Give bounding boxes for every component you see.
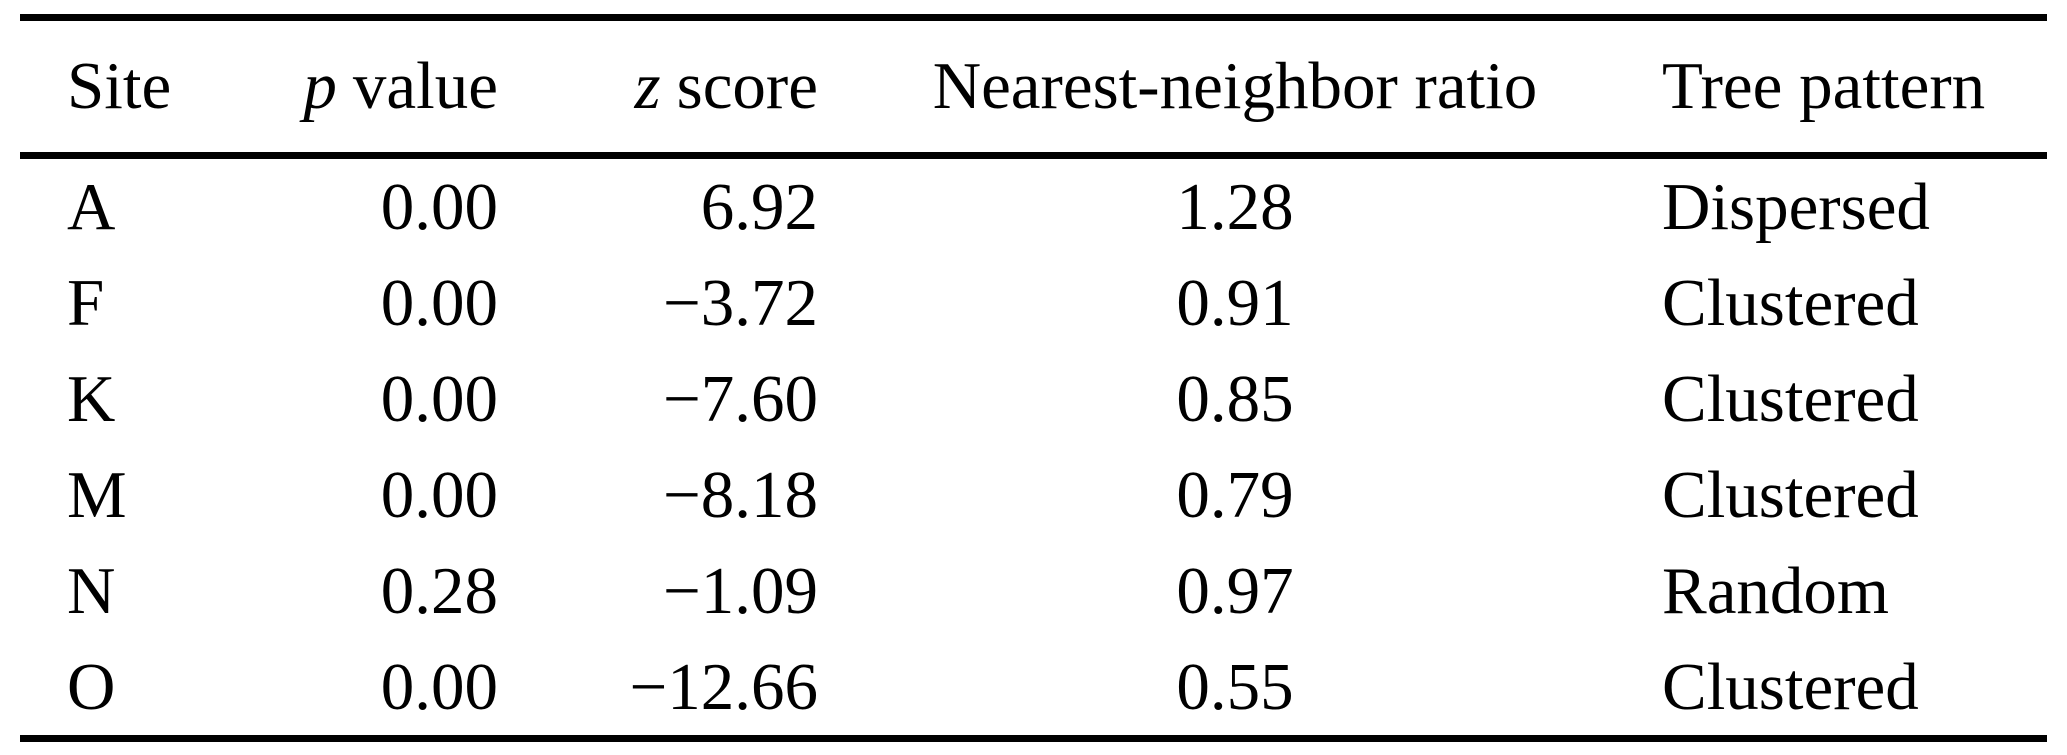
- header-row: Site p value z score Nearest-neighbor rati…: [20, 18, 2047, 156]
- column-header-tree-pattern: Tree pattern: [1662, 49, 1986, 123]
- cell-nearest-neighbor-ratio: 0.97: [1176, 553, 1294, 628]
- cell-site: F: [67, 265, 105, 340]
- cell-p-value: 0.00: [380, 361, 498, 436]
- p-header-rest: value: [352, 49, 498, 123]
- cell-nearest-neighbor-ratio: 0.85: [1176, 361, 1294, 436]
- cell-z-score: −1.09: [662, 553, 818, 628]
- p-italic-symbol: p: [303, 49, 337, 123]
- cell-p-value: 0.00: [380, 265, 498, 340]
- table-body: A 0.00 6.92 1.28 Dispersed F 0.00 −3.72 …: [20, 156, 2047, 739]
- cell-z-score: −7.60: [662, 361, 818, 436]
- cell-z-score: −3.72: [662, 265, 818, 340]
- cell-nearest-neighbor-ratio: 0.55: [1176, 649, 1294, 724]
- nearest-neighbor-stats-table: Site p value z score Nearest-neighbor rati…: [20, 14, 2047, 742]
- table-row: M 0.00 −8.18 0.79 Clustered: [20, 447, 2047, 543]
- cell-site: A: [67, 169, 116, 244]
- cell-site: O: [67, 649, 116, 724]
- table-row: O 0.00 −12.66 0.55 Clustered: [20, 639, 2047, 739]
- cell-site: N: [67, 553, 116, 628]
- cell-tree-pattern: Clustered: [1662, 265, 1919, 340]
- cell-nearest-neighbor-ratio: 0.91: [1176, 265, 1294, 340]
- cell-tree-pattern: Random: [1662, 553, 1890, 628]
- column-header-p-value: p value: [240, 18, 500, 156]
- cell-site: K: [67, 361, 116, 436]
- cell-z-score: 6.92: [700, 169, 818, 244]
- table-row: K 0.00 −7.60 0.85 Clustered: [20, 351, 2047, 447]
- cell-tree-pattern: Clustered: [1662, 361, 1919, 436]
- z-header-rest: score: [676, 49, 818, 123]
- cell-tree-pattern: Clustered: [1662, 649, 1919, 724]
- cell-p-value: 0.00: [380, 649, 498, 724]
- cell-tree-pattern: Dispersed: [1662, 169, 1930, 244]
- cell-site: M: [67, 457, 127, 532]
- column-header-site: Site: [67, 49, 172, 123]
- table-header: Site p value z score Nearest-neighbor rati…: [20, 18, 2047, 156]
- cell-nearest-neighbor-ratio: 1.28: [1176, 169, 1294, 244]
- cell-p-value: 0.00: [380, 169, 498, 244]
- cell-z-score: −8.18: [662, 457, 818, 532]
- table-row: F 0.00 −3.72 0.91 Clustered: [20, 255, 2047, 351]
- cell-z-score: −12.66: [629, 649, 818, 724]
- cell-nearest-neighbor-ratio: 0.79: [1176, 457, 1294, 532]
- cell-p-value: 0.28: [380, 553, 498, 628]
- z-italic-symbol: z: [634, 49, 661, 123]
- table-row: A 0.00 6.92 1.28 Dispersed: [20, 156, 2047, 256]
- column-header-z-score: z score: [500, 18, 820, 156]
- cell-tree-pattern: Clustered: [1662, 457, 1919, 532]
- stats-table-container: Site p value z score Nearest-neighbor rati…: [20, 14, 2047, 742]
- table-row: N 0.28 −1.09 0.97 Random: [20, 543, 2047, 639]
- column-header-nearest-neighbor-ratio: Nearest-neighbor ratio: [932, 49, 1538, 123]
- cell-p-value: 0.00: [380, 457, 498, 532]
